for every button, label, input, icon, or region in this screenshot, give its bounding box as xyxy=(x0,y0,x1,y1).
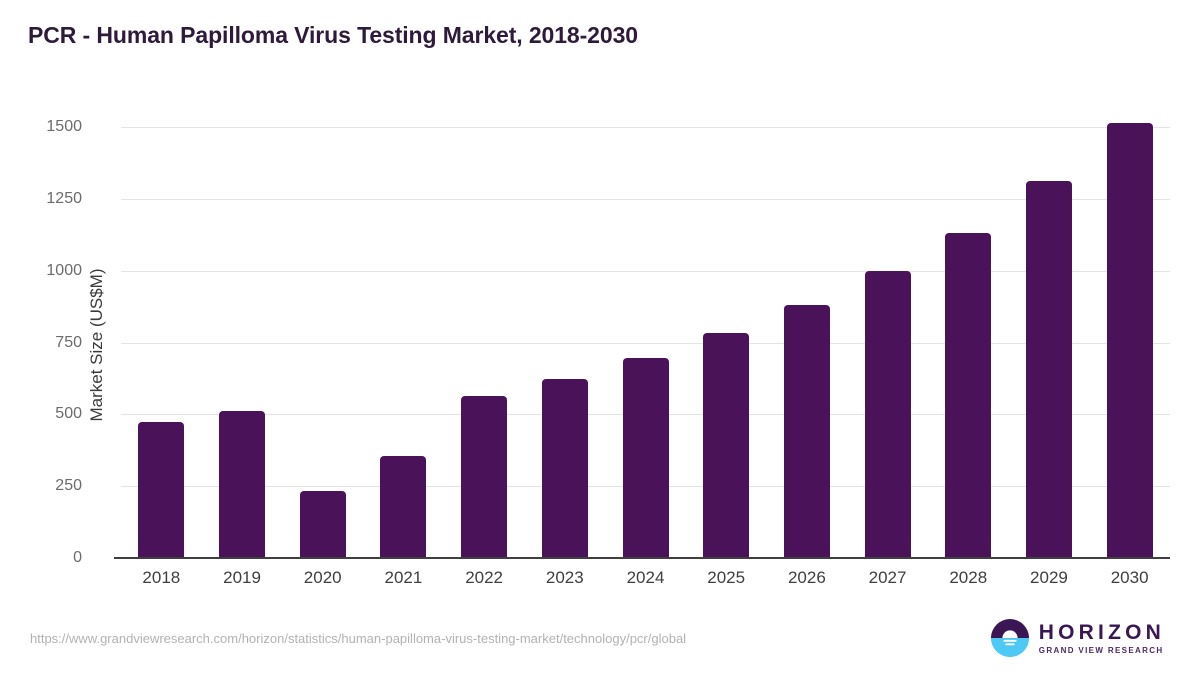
x-tick-label: 2028 xyxy=(949,568,988,587)
bar[interactable] xyxy=(138,422,185,558)
x-tick-label: 2019 xyxy=(223,568,261,587)
x-tick-label: 2024 xyxy=(626,568,665,587)
logo-tagline: GRAND VIEW RESEARCH xyxy=(1038,645,1164,655)
bar[interactable] xyxy=(299,490,346,558)
bar[interactable] xyxy=(541,379,588,558)
bar[interactable] xyxy=(1025,180,1072,558)
bar[interactable] xyxy=(461,396,508,558)
bar[interactable] xyxy=(703,332,750,558)
logo-wordmark: HORIZON xyxy=(1038,620,1165,644)
bar[interactable] xyxy=(219,410,266,558)
source-url[interactable]: https://www.grandviewresearch.com/horizo… xyxy=(30,631,687,646)
y-tick-label: 500 xyxy=(55,405,82,423)
bar[interactable] xyxy=(380,456,427,558)
y-axis-title: Market Size (US$M) xyxy=(87,268,106,422)
x-tick-label: 2025 xyxy=(707,568,746,587)
gridline xyxy=(121,127,1170,129)
gridline xyxy=(121,199,1170,201)
bar[interactable] xyxy=(1106,122,1153,558)
bar[interactable] xyxy=(864,271,911,558)
x-tick-label: 2027 xyxy=(868,568,907,587)
page-title: PCR - Human Papilloma Virus Testing Mark… xyxy=(28,22,638,48)
x-tick-label: 2022 xyxy=(465,568,504,587)
horizon-logo-text: HORIZON GRAND VIEW RESEARCH xyxy=(1039,622,1165,655)
horizon-logo-icon xyxy=(990,619,1029,657)
x-tick-label: 2021 xyxy=(384,568,423,587)
x-axis-line xyxy=(114,557,1170,559)
horizon-logo: HORIZON GRAND VIEW RESEARCH xyxy=(990,616,1165,660)
gridline xyxy=(121,270,1170,272)
x-tick-label: 2030 xyxy=(1110,568,1149,587)
x-tick-label: 2018 xyxy=(142,568,181,587)
plot-area: 0 250 500 750 1000 1250 1500 Market Size (US$M… xyxy=(46,110,1170,566)
y-tick-label: 250 xyxy=(55,477,82,495)
y-tick-label: 1000 xyxy=(46,261,82,279)
x-tick-label: 2026 xyxy=(787,568,826,587)
y-tick-label: 1500 xyxy=(46,118,82,136)
bar[interactable] xyxy=(783,305,830,558)
gridline xyxy=(121,342,1170,344)
x-tick-label: 2023 xyxy=(545,568,584,587)
x-tick-label: 2029 xyxy=(1030,568,1068,587)
bar[interactable] xyxy=(622,358,669,558)
y-tick-label: 0 xyxy=(73,549,82,566)
bar[interactable] xyxy=(945,232,992,558)
x-tick-label: 2020 xyxy=(303,568,342,587)
y-tick-label: 750 xyxy=(55,333,82,351)
y-tick-label: 1250 xyxy=(46,190,82,208)
